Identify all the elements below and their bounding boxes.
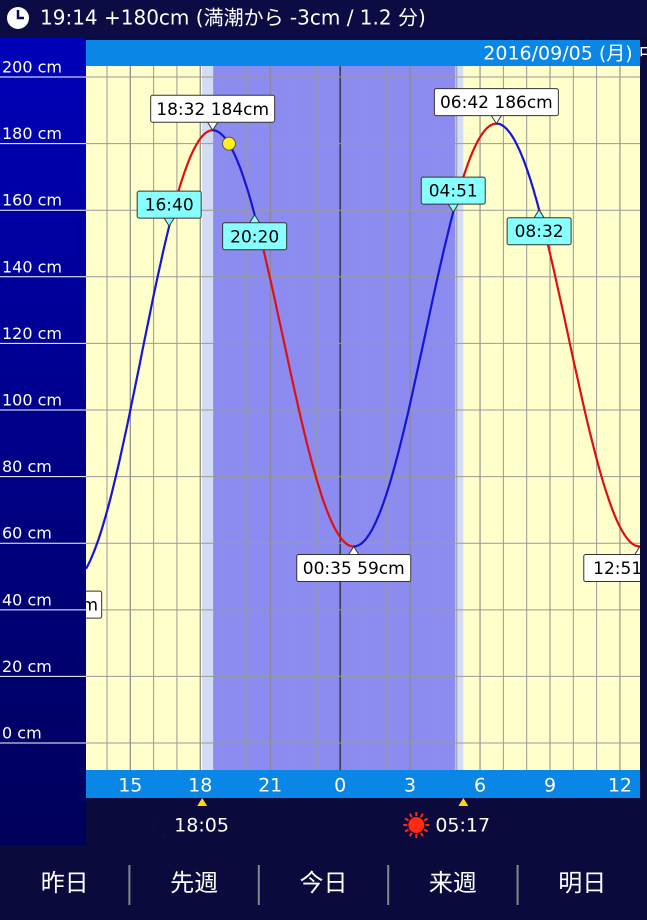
time-marker-label: 04:51 [429,182,478,202]
nav-button[interactable]: 今日 [300,869,348,897]
extreme-label-group: 8cm [61,590,103,619]
nav-bar [0,845,647,920]
time-marker-label-pointer [249,213,261,224]
sun-ray [419,813,424,818]
x-axis-bar [86,770,640,798]
extreme-label: 12:51 5 [593,559,647,579]
extreme-label-pointer [348,545,360,555]
tide-curve [253,214,354,548]
nav-button[interactable]: 来週 [429,869,477,897]
y-tick-label: 40 cm [2,590,52,609]
x-tick-label: 21 [258,775,282,797]
event-triangle [197,798,208,806]
extreme-label-pointer [634,545,640,555]
sun-ray [419,832,424,837]
event-triangle [458,798,469,806]
time-marker-label: 08:32 [515,222,564,242]
sun-ray [404,828,410,833]
extreme-label-group: 12:51 5 [583,545,647,583]
extreme-label-box [433,88,559,117]
y-tick-label: 180 cm [2,124,62,143]
y-tick-label: 100 cm [2,391,62,410]
time-marker-label-pointer [447,203,459,214]
x-tick-label: 0 [334,775,346,797]
extreme-label-box [86,590,103,619]
time-marker-label-group: 16:40 [136,190,202,228]
sun-ray [408,813,413,818]
time-marker-label-group: 04:51 [420,176,486,214]
date-bar [86,40,640,66]
time-marker-label-box [506,217,572,246]
time-marker-label-box [420,176,486,205]
plot: 8cm 18:32 184cm 00:35 59cm 06:42 186cm 12:51… [61,66,647,770]
time-marker-label-box [136,190,202,219]
extreme-label-pointer [207,122,219,132]
extreme-label: 18:32 184cm [156,100,269,120]
extreme-label: 8cm [61,596,98,616]
date-label: 2016/09/05 (月) 中潮 [483,43,647,65]
tide-curve [212,129,256,216]
status-bar [0,0,647,38]
sun-icon [408,817,425,833]
x-tick-label: 15 [118,775,142,797]
y-tick-label: 120 cm [2,324,62,343]
nav-button[interactable]: 昨日 [41,869,89,897]
tide-curve [86,225,171,570]
y-tick-label: 140 cm [2,257,62,276]
sun-ray [408,832,413,837]
clock-hands [16,10,24,20]
x-tick-label: 12 [608,775,632,797]
y-tick-label: 20 cm [2,657,52,676]
tide-curve [496,122,541,210]
sun-ray [423,828,429,833]
moon-time: 18:05 [174,815,229,837]
time-marker-label-box [222,222,288,251]
x-tick-label: 6 [474,775,486,797]
sun-ray [404,817,410,822]
extreme-label-box [296,554,412,583]
time-marker-label: 20:20 [230,227,279,247]
y-tick-label: 160 cm [2,191,62,210]
night [213,66,456,770]
tide-curve [353,211,455,548]
tide-curve [538,209,640,548]
extreme-label-group: 06:42 186cm [433,88,559,125]
extreme-label: 00:35 59cm [303,559,405,579]
time-marker-label: 16:40 [145,196,194,216]
time-marker-label-group: 08:32 [506,208,572,246]
y-tick-label: 60 cm [2,524,52,543]
y-axis-panel [0,38,86,845]
y-tick-label: 200 cm [2,57,62,76]
y-tick-label: 0 cm [2,724,42,743]
extreme-label-group: 00:35 59cm [296,545,412,583]
extreme-label-box [583,554,640,583]
sun-ray [423,817,429,822]
time-marker-label-pointer [533,208,545,218]
extreme-label-pointer [490,115,502,125]
extreme-label: 06:42 186cm [440,93,553,113]
x-tick-label: 3 [404,775,416,797]
y-tick-label: 80 cm [2,457,52,476]
sun-time: 05:17 [435,815,490,837]
time-marker-label-pointer [163,217,175,228]
nav-button[interactable]: 明日 [558,869,606,897]
extreme-label-box [150,94,276,123]
x-tick-label: 9 [544,775,556,797]
status-text: 19:14 +180cm (満潮から -3cm / 1.2 分) [40,6,426,30]
current-point [222,136,237,151]
time-marker-label-group: 20:20 [222,213,288,251]
nav-button[interactable]: 先週 [170,869,218,897]
x-tick-label: 18 [188,775,212,797]
extreme-label-group: 18:32 184cm [150,94,276,132]
